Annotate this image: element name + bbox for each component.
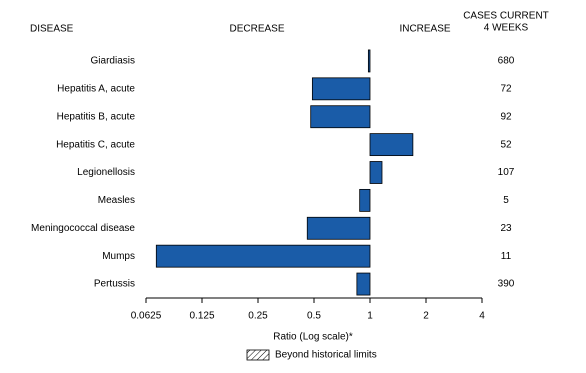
cases-count: 92 (500, 111, 512, 122)
legend-label: Beyond historical limits (275, 350, 377, 361)
cases-count: 680 (498, 56, 515, 67)
category-label: Hepatitis B, acute (57, 111, 136, 122)
category-label: Mumps (102, 251, 135, 262)
bar (306, 216, 371, 240)
category-label: Legionellosis (77, 167, 135, 178)
legend-swatch (246, 349, 270, 361)
header-decrease: DECREASE (229, 24, 284, 35)
cases-count: 5 (503, 195, 509, 206)
x-tick-label: 0.125 (189, 311, 214, 322)
category-label: Measles (98, 195, 135, 206)
cases-count: 72 (500, 83, 512, 94)
x-tick-label: 0.0625 (131, 311, 162, 322)
bar (310, 105, 371, 129)
x-tick-label: 2 (423, 311, 429, 322)
bar (311, 77, 371, 101)
cases-count: 23 (500, 223, 512, 234)
cases-count: 52 (500, 139, 512, 150)
header-increase: INCREASE (399, 24, 450, 35)
category-label: Hepatitis A, acute (57, 83, 135, 94)
category-label: Pertussis (94, 279, 135, 290)
bar (369, 133, 414, 157)
cases-count: 107 (498, 167, 515, 178)
bar (367, 49, 371, 73)
category-label: Hepatitis C, acute (56, 139, 135, 150)
x-axis-label: Ratio (Log scale)* (273, 332, 353, 343)
bar (369, 161, 383, 184)
cases-count: 390 (498, 279, 515, 290)
bar (155, 244, 371, 268)
header-cases: 4 WEEKS (484, 23, 529, 34)
x-tick-label: 0.25 (248, 311, 268, 322)
bar (359, 188, 371, 212)
header-disease: DISEASE (30, 24, 74, 35)
header-cases: CASES CURRENT (463, 11, 549, 22)
category-label: Meningococcal disease (31, 223, 135, 234)
cases-count: 11 (501, 251, 512, 262)
x-tick-label: 4 (479, 311, 485, 322)
category-label: Giardiasis (91, 56, 135, 67)
bar (356, 272, 371, 296)
x-tick-label: 0.5 (307, 311, 321, 322)
x-tick-label: 1 (367, 311, 373, 322)
